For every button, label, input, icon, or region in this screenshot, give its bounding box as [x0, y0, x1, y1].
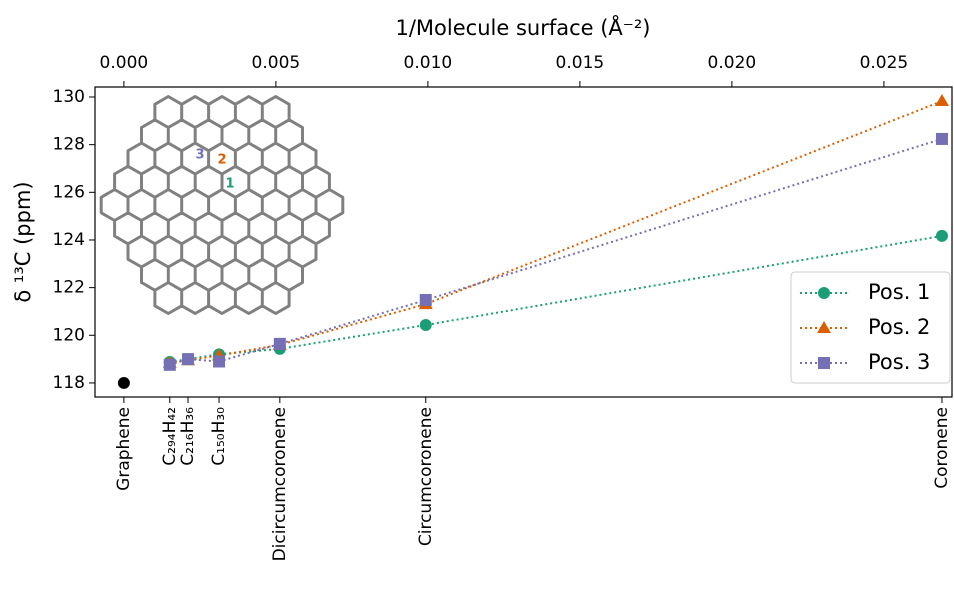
marker [936, 230, 948, 242]
x-tick-label: 0.005 [252, 53, 301, 73]
legend-label: Pos. 2 [868, 315, 930, 339]
y-tick-label: 124 [53, 230, 85, 250]
x-tick-label: 0.020 [708, 53, 757, 73]
y-tick-label: 128 [53, 135, 85, 155]
legend-label: Pos. 1 [868, 280, 930, 304]
x-tick-label: 0.025 [860, 53, 909, 73]
marker [420, 294, 432, 306]
inset-label: 2 [217, 153, 226, 168]
y-tick-label: 118 [53, 373, 85, 393]
reference-point [118, 377, 130, 389]
y-tick-label: 120 [53, 325, 85, 345]
bottom-tick-label: Coronene [932, 407, 952, 489]
x-tick-label: 0.010 [404, 53, 453, 73]
inset-label: 1 [225, 177, 234, 192]
bottom-tick-label: C₁₅₀H₃₀ [209, 407, 229, 466]
y-tick-label: 130 [53, 87, 85, 107]
legend-marker [818, 357, 830, 369]
y-tick-label: 122 [53, 278, 85, 298]
marker [936, 133, 948, 145]
legend-label: Pos. 3 [868, 350, 930, 374]
legend-marker [818, 287, 830, 299]
y-axis-label: δ ¹³C (ppm) [11, 181, 35, 302]
marker [420, 319, 432, 331]
marker [213, 355, 225, 367]
bottom-tick-label: Circumcoronene [416, 407, 436, 546]
bottom-tick-label: C₂₉₄H₄₂ [160, 407, 180, 466]
inset-label: 3 [195, 148, 204, 163]
marker [182, 353, 194, 365]
x-tick-label: 0.015 [556, 53, 605, 73]
legend: Pos. 1 Pos. 2 Pos. 3 [791, 272, 950, 383]
x-tick-label: 0.000 [100, 53, 149, 73]
chart: 1/Molecule surface (Å⁻²) δ ¹³C (ppm) 1 23… [0, 0, 954, 601]
bottom-tick-label: Dicircumcoronene [270, 407, 290, 561]
marker [164, 359, 176, 371]
marker [274, 338, 286, 350]
bottom-tick-label: C₂₁₆H₃₆ [178, 407, 198, 466]
bottom-tick-label: Graphene [114, 407, 134, 491]
x-axis-label: 1/Molecule surface (Å⁻²) [396, 14, 651, 40]
y-tick-label: 126 [53, 182, 85, 202]
